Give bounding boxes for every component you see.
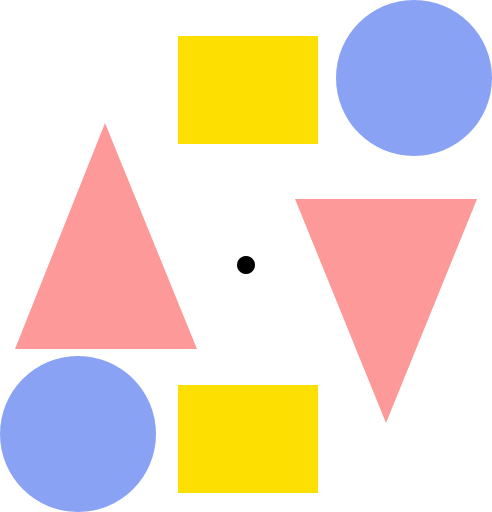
center-black-dot	[237, 256, 255, 274]
left-pink-upward-triangle	[15, 123, 197, 349]
bottom-yellow-rectangle	[178, 385, 318, 493]
top-yellow-rectangle	[178, 36, 318, 144]
right-pink-downward-triangle	[295, 199, 477, 423]
top-right-blue-circle	[336, 0, 492, 156]
bottom-left-blue-circle	[0, 356, 156, 512]
